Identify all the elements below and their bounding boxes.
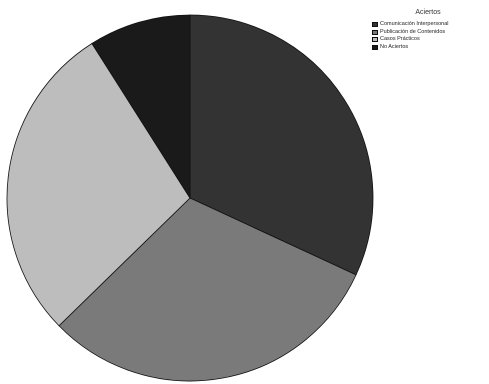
legend-items: Comunicación Interpersonal Publicación de… [372,21,484,51]
legend-label: Publicación de Contenidos [380,28,446,35]
legend: Aciertos Comunicación Interpersonal Publi… [372,8,484,51]
pie-slices [6,14,374,382]
legend-label: Casos Prácticos [380,36,420,42]
legend-label: Comunicación Interpersonal [380,21,449,27]
pie-slice-casos-practicos [6,42,191,327]
legend-swatch [372,44,378,50]
pie-slice-no-aciertos [91,14,191,200]
legend-item: Publicación de Contenidos [372,29,484,36]
legend-swatch [372,29,378,35]
legend-swatch [372,37,378,42]
legend-item: Comunicación Interpersonal [372,21,484,28]
pie-slice-publicacion-de-contenidos [58,197,357,382]
legend-swatch [372,22,378,27]
pie-slice-comunicacion-interpersonal [189,14,374,276]
legend-item: No Aciertos [372,44,484,51]
legend-title: Aciertos [415,9,441,16]
legend-item: Casos Prácticos [372,36,484,43]
legend-label: No Aciertos [380,43,409,50]
